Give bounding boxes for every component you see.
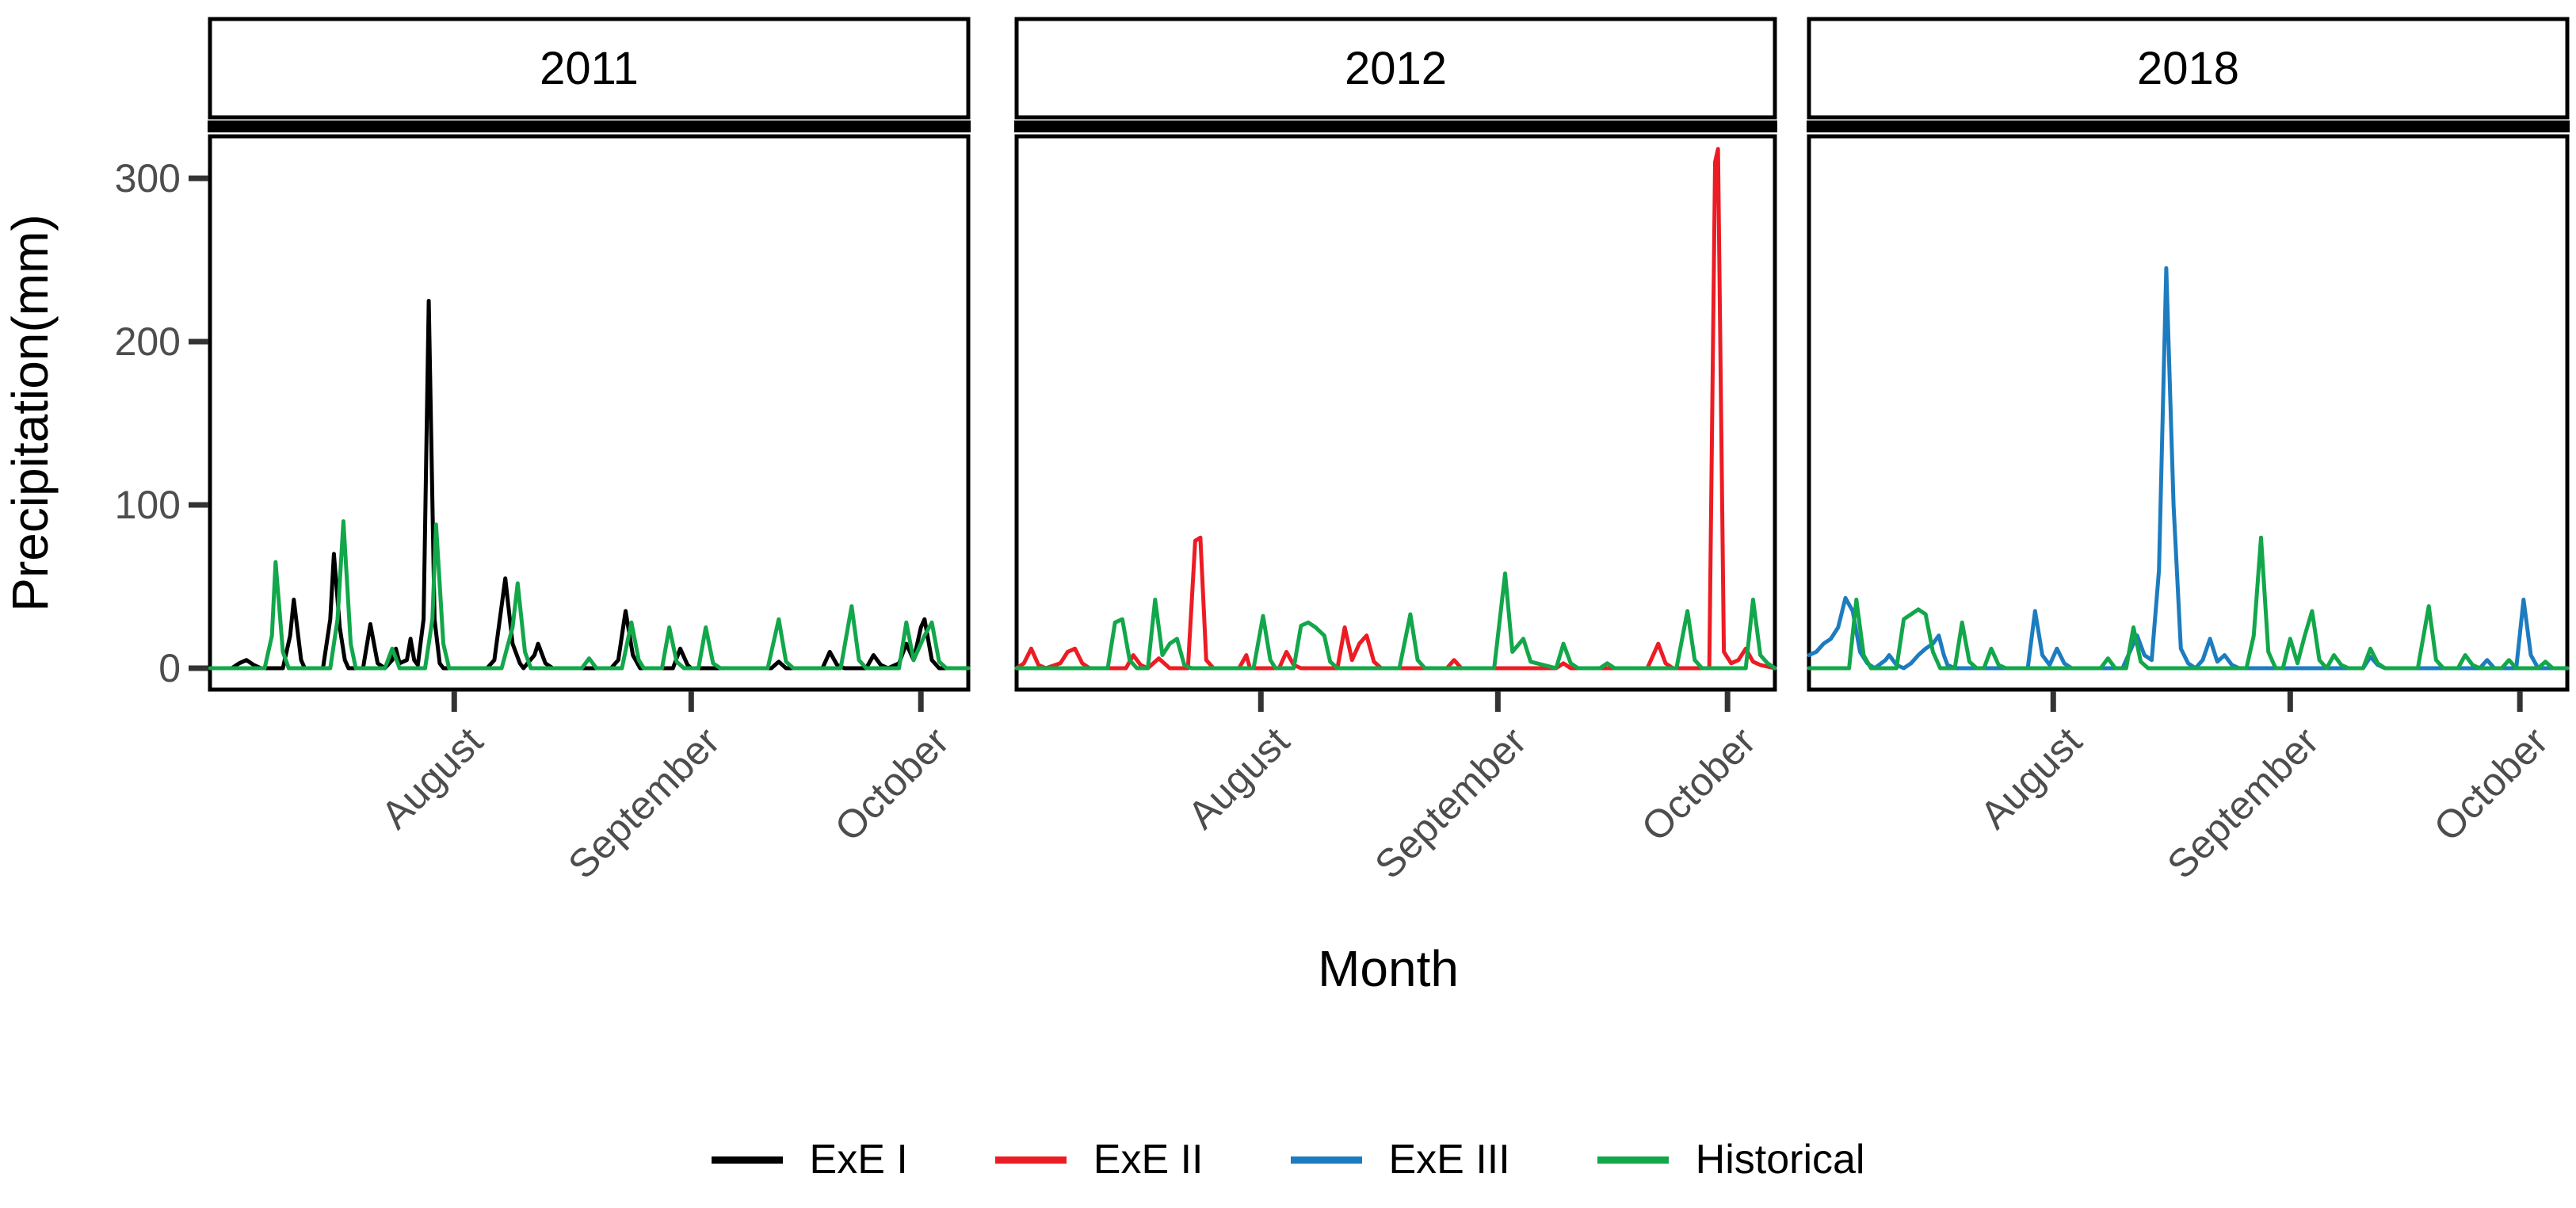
legend-item-historical: Historical (1597, 1136, 1865, 1183)
facet-strip-box (1807, 17, 2570, 120)
facet-strip-label-2012: 2012 (1344, 42, 1448, 94)
facet-strip-underline (208, 120, 971, 132)
y-tick-label-0: 0 (158, 646, 181, 690)
legend-line-swatch (994, 1156, 1067, 1164)
facet-strip-label-2011: 2011 (540, 42, 639, 94)
legend-label: ExE III (1388, 1137, 1510, 1183)
x-axis-title: Month (1318, 940, 1459, 997)
legend-label: ExE II (1093, 1137, 1204, 1183)
legend-line-swatch (711, 1156, 783, 1164)
y-tick-label-200: 200 (114, 319, 181, 364)
legend-label: ExE I (809, 1137, 908, 1183)
panel-border (1807, 134, 2570, 692)
facet-strip-label-2018: 2018 (2136, 42, 2240, 94)
facet-strip-underline (1807, 120, 2570, 132)
y-tick-label-300: 300 (114, 156, 181, 201)
series-line-exe-i (208, 299, 971, 671)
series-line-historical (1807, 535, 2570, 671)
series-line-historical (208, 519, 971, 671)
panel-border (1014, 134, 1777, 692)
legend-line-swatch (1597, 1156, 1669, 1164)
legend: ExE I ExE II ExE III Historical (0, 1124, 2576, 1195)
legend-item-exe-ii: ExE II (994, 1136, 1204, 1183)
legend-line-swatch (1290, 1156, 1362, 1164)
y-axis-title-text: Precipitation(mm) (2, 214, 59, 612)
y-axis-title: Precipitation(mm) (1, 214, 59, 611)
legend-item-exe-iii: ExE III (1290, 1136, 1510, 1183)
panel-border (208, 134, 971, 692)
facet-strip-box (1014, 17, 1777, 120)
legend-label: Historical (1695, 1137, 1865, 1183)
facet-strip-underline (1014, 120, 1777, 132)
legend-item-exe-i: ExE I (711, 1136, 908, 1183)
series-line-historical (1014, 572, 1777, 671)
y-tick-label-100: 100 (114, 483, 181, 527)
facet-strip-box (208, 17, 971, 120)
